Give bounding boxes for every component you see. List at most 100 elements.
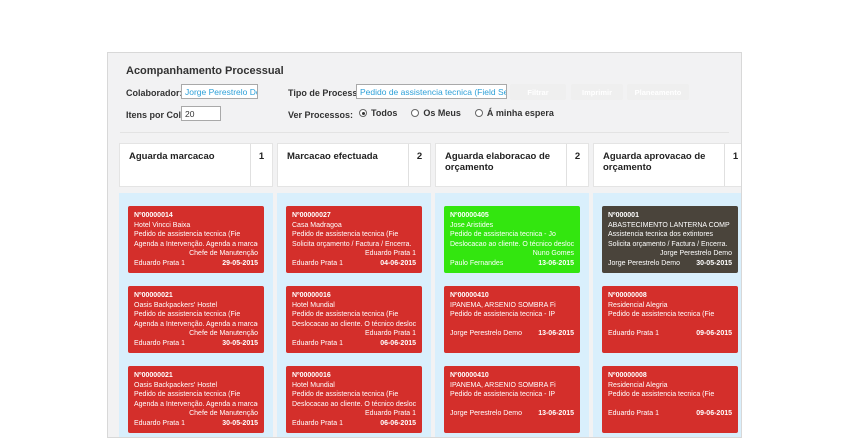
filter-divider	[120, 132, 729, 133]
card-number: Nº00000405	[450, 212, 489, 219]
ver-processos-label: Ver Processos:	[288, 110, 354, 120]
card-date: 30-05-2015	[696, 259, 732, 267]
card-status-desc	[450, 320, 574, 330]
card-footer: Eduardo Prata 1 09-06-2015	[608, 329, 732, 339]
column-body: Nº00000027 Casa Madragoa Pedido de assiste…	[277, 193, 431, 437]
process-card[interactable]: Nº00000016 Hotel Mundial Pedido de assiste…	[286, 286, 422, 353]
card-number: Nº00000014	[134, 212, 173, 219]
card-assignee: Chefe de Manutenção	[189, 250, 258, 257]
card-client-name: Residencial Alegria	[608, 381, 668, 389]
card-date: 13-06-2015	[538, 330, 574, 337]
board-column-2: Aguarda elaboracao de orçamento 2 Nº000004…	[435, 143, 589, 437]
card-footer: Jorge Perestrelo Demo 13-06-2015	[450, 329, 574, 339]
card-status-desc: Agenda a Intervenção. Agenda a marcação	[134, 400, 258, 408]
card-footer: Eduardo Prata 1 06-06-2015	[292, 419, 416, 429]
column-title: Aguarda marcacao	[129, 151, 215, 162]
card-process-type: Pedido de assistencia tecnica (Fie	[134, 391, 241, 398]
planeamento-button[interactable]: Planeamento	[627, 84, 689, 100]
ver-processos-radio-group: Todos Os Meus Á minha espera	[359, 108, 554, 118]
process-card[interactable]: Nº00000008 Residencial Alegria Pedido de a…	[602, 366, 738, 433]
process-card[interactable]: Nº00000410 IPANEMA, ARSENIO SOMBRA Fi Pedi…	[444, 366, 580, 433]
process-card[interactable]: Nº000001 ABASTECIMENTO LANTERNA COMP Assis…	[602, 206, 738, 273]
filtrar-button[interactable]: Filtrar	[510, 84, 566, 100]
process-card[interactable]: Nº00000014 Hotel Vincci Baixa Pedido de as…	[128, 206, 264, 273]
card-assignee: Eduardo Prata 1	[365, 250, 416, 257]
card-footer: Jorge Perestrelo Demo 30-05-2015	[608, 259, 732, 269]
process-card[interactable]: Nº00000405 Jose Aristides Pedido de assist…	[444, 206, 580, 273]
card-number: Nº00000410	[450, 292, 489, 299]
radio-label: Á minha espera	[486, 108, 554, 118]
card-date: 04-06-2015	[380, 259, 416, 267]
ver-processos-radio-0[interactable]: Todos	[359, 108, 397, 118]
card-number: Nº00000021	[134, 372, 173, 379]
card-status-desc: Deslocacao ao cliente. O técnico desloc	[292, 400, 416, 408]
card-person: Eduardo Prata 1	[608, 330, 659, 337]
process-card[interactable]: Nº00000410 IPANEMA, ARSENIO SOMBRA Fi Pedi…	[444, 286, 580, 353]
tipo-processo-select-value: Pedido de assistencia tecnica (Field Ser…	[360, 86, 506, 97]
card-status-desc: Deslocacao ao cliente. O técnico desloc	[450, 240, 574, 248]
card-assignee: Chefe de Manutenção	[189, 330, 258, 337]
ver-processos-radio-2[interactable]: Á minha espera	[474, 108, 554, 118]
card-date: 09-06-2015	[696, 330, 732, 337]
card-person: Jorge Perestrelo Demo	[450, 330, 522, 337]
tipo-processo-select[interactable]: Pedido de assistencia tecnica (Field Ser…	[356, 84, 507, 99]
card-status-desc: Agenda a Intervenção. Agenda a marcação	[134, 320, 258, 328]
card-client-name: ABASTECIMENTO LANTERNA COMP	[608, 221, 730, 229]
card-status-desc	[608, 320, 732, 330]
card-process-type: Pedido de assistencia tecnica (Fie	[134, 231, 241, 238]
process-card[interactable]: Nº00000008 Residencial Alegria Pedido de a…	[602, 286, 738, 353]
ver-processos-radio-1[interactable]: Os Meus	[411, 108, 461, 118]
card-person: Eduardo Prata 1	[134, 339, 185, 347]
process-card[interactable]: Nº00000021 Oasis Backpackers' Hostel Pedid…	[128, 286, 264, 353]
card-footer: Eduardo Prata 1 29-05-2015	[134, 259, 258, 269]
card-client-name: Jose Aristides	[450, 221, 494, 229]
card-person: Eduardo Prata 1	[134, 259, 185, 267]
process-card[interactable]: Nº00000027 Casa Madragoa Pedido de assiste…	[286, 206, 422, 273]
card-date: 06-06-2015	[380, 339, 416, 347]
card-date: 29-05-2015	[222, 259, 258, 267]
column-header: Aguarda elaboracao de orçamento 2	[435, 143, 589, 187]
card-status-desc	[608, 400, 732, 410]
itens-por-coluna-label: Itens por Coluna:	[126, 110, 200, 120]
card-assignee: Eduardo Prata 1	[365, 410, 416, 417]
card-status-desc: Solicita orçamento / Factura / Encerra.	[608, 240, 728, 248]
card-client-name: Oasis Backpackers' Hostel	[134, 381, 218, 389]
card-number: Nº00000021	[134, 292, 173, 299]
column-count: 1	[724, 144, 741, 186]
card-date: 30-05-2015	[222, 339, 258, 347]
card-process-type: Pedido de assistencia tecnica - Jo	[450, 231, 556, 238]
tipo-processo-label: Tipo de Processo:	[288, 88, 366, 98]
main-panel: Acompanhamento Processual Colaborador: J…	[107, 52, 742, 438]
colaborador-label: Colaborador:	[126, 88, 183, 98]
column-header: Aguarda marcacao 1	[119, 143, 273, 187]
column-body: Nº000001 ABASTECIMENTO LANTERNA COMP Assis…	[593, 193, 741, 437]
page-title: Acompanhamento Processual	[126, 65, 284, 77]
colaborador-select[interactable]: Jorge Perestrelo Den ▼	[181, 84, 258, 99]
card-number: Nº00000027	[292, 212, 331, 219]
board: Aguarda marcacao 1 Nº00000014 Hotel Vincci …	[119, 143, 741, 437]
card-number: Nº00000016	[292, 372, 331, 379]
process-card[interactable]: Nº00000021 Oasis Backpackers' Hostel Pedid…	[128, 366, 264, 433]
card-process-type: Pedido de assistencia tecnica (Fie	[292, 391, 399, 398]
card-process-type: Assistencia tecnica dos extintores	[608, 231, 714, 238]
card-date: 09-06-2015	[696, 410, 732, 417]
card-process-type: Pedido de assistencia tecnica (Fie	[134, 311, 241, 318]
card-process-type: Pedido de assistencia tecnica (Fie	[608, 391, 715, 398]
card-person: Jorge Perestrelo Demo	[608, 259, 680, 267]
card-footer: Eduardo Prata 1 04-06-2015	[292, 259, 416, 269]
card-footer: Eduardo Prata 1 06-06-2015	[292, 339, 416, 349]
card-date: 13-06-2015	[538, 259, 574, 267]
card-person: Eduardo Prata 1	[292, 259, 343, 267]
card-person: Eduardo Prata 1	[134, 419, 185, 427]
card-footer: Eduardo Prata 1 09-06-2015	[608, 409, 732, 419]
card-client-name: IPANEMA, ARSENIO SOMBRA Fi	[450, 301, 556, 309]
process-card[interactable]: Nº00000016 Hotel Mundial Pedido de assiste…	[286, 366, 422, 433]
itens-por-coluna-input[interactable]	[181, 106, 221, 121]
card-footer: Eduardo Prata 1 30-05-2015	[134, 339, 258, 349]
card-footer: Paulo Fernandes 13-06-2015	[450, 259, 574, 269]
card-date: 30-05-2015	[222, 419, 258, 427]
imprimir-button[interactable]: Imprimir	[571, 84, 623, 100]
card-client-name: Oasis Backpackers' Hostel	[134, 301, 218, 309]
card-assignee: Nuno Gomes	[532, 250, 574, 257]
column-title: Aguarda elaboracao de orçamento	[445, 151, 551, 173]
